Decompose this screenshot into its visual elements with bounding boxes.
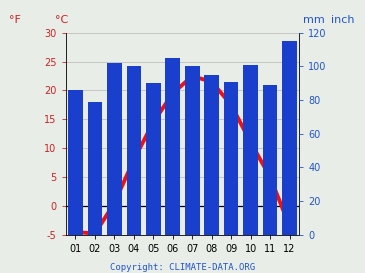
Bar <box>68 90 83 235</box>
Bar <box>127 66 141 235</box>
Bar <box>185 66 200 235</box>
Bar <box>263 85 277 235</box>
Text: Copyright: CLIMATE-DATA.ORG: Copyright: CLIMATE-DATA.ORG <box>110 263 255 272</box>
Bar <box>224 82 238 235</box>
Bar <box>107 63 122 235</box>
Text: inch: inch <box>331 14 355 25</box>
Bar <box>88 102 102 235</box>
Text: °C: °C <box>55 14 69 25</box>
Text: °F: °F <box>9 14 20 25</box>
Bar <box>282 41 297 235</box>
Bar <box>146 83 161 235</box>
Bar <box>243 65 258 235</box>
Bar <box>204 75 219 235</box>
Text: mm: mm <box>303 14 325 25</box>
Bar <box>165 58 180 235</box>
